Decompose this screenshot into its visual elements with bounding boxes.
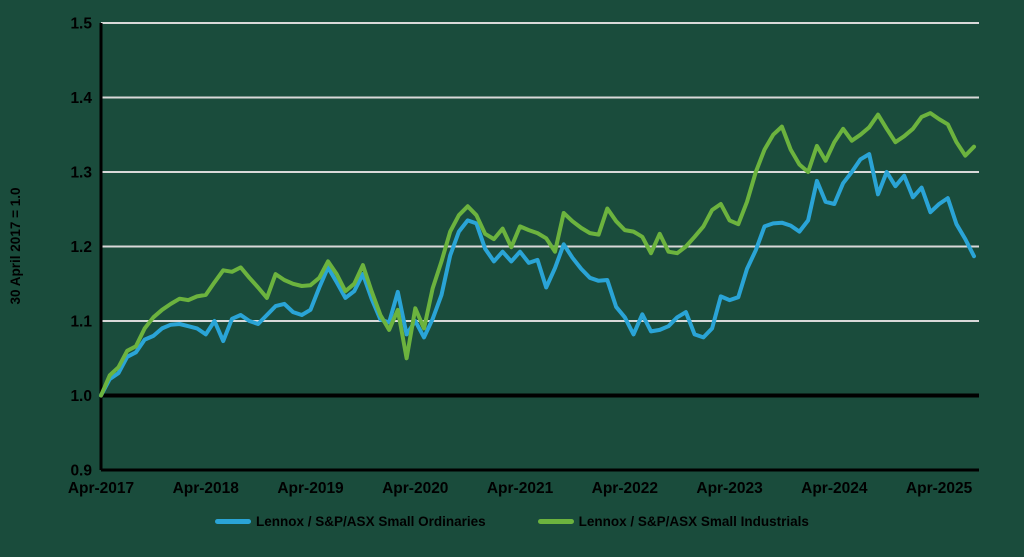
y-tick-label: 0.9: [70, 463, 92, 480]
legend-label-ordinaries: Lennox / S&P/ASX Small Ordinaries: [256, 514, 486, 529]
x-tick-label: Apr-2017: [68, 480, 134, 497]
ordinaries-line-swatch-icon: [215, 519, 252, 524]
x-tick-labels-group: Apr-2017 Apr-2018 Apr-2019 Apr-2020 Apr-2021…: [68, 480, 973, 497]
industrials-line-swatch-icon: [537, 519, 574, 524]
y-tick-label: 1.0: [70, 388, 92, 405]
legend-item-ordinaries: Lennox / S&P/ASX Small Ordinaries: [215, 514, 486, 529]
x-tick-label: Apr-2023: [696, 480, 763, 497]
x-tick-label: Apr-2021: [487, 480, 554, 497]
x-tick-label: Apr-2020: [382, 480, 448, 497]
y-tick-label: 1.3: [70, 165, 92, 182]
y-tick-label: 1.1: [70, 314, 92, 331]
y-axis-title: 30 April 2017 = 1.0: [8, 188, 23, 305]
x-tick-label: Apr-2025: [906, 480, 973, 497]
x-tick-label: Apr-2019: [277, 480, 344, 497]
y-tick-label: 1.4: [70, 90, 92, 107]
legend-label-industrials: Lennox / S&P/ASX Small Industrials: [578, 514, 809, 529]
y-tick-label: 1.2: [70, 239, 92, 256]
x-tick-label: Apr-2024: [801, 480, 868, 497]
gridlines-group: [101, 22, 979, 322]
industrials-line: [99, 111, 976, 398]
x-tick-label: Apr-2018: [173, 480, 240, 497]
ordinaries-line: [99, 152, 976, 398]
x-tick-label: Apr-2022: [592, 480, 658, 497]
legend: Lennox / S&P/ASX Small Ordinaries Lennox…: [0, 514, 1024, 529]
legend-item-industrials: Lennox / S&P/ASX Small Industrials: [537, 514, 809, 529]
series-group: [99, 111, 976, 398]
y-tick-labels-group: 1.5 1.4 1.3 1.2 1.1 1.0 0.9: [70, 16, 92, 480]
y-tick-label: 1.5: [70, 16, 92, 33]
